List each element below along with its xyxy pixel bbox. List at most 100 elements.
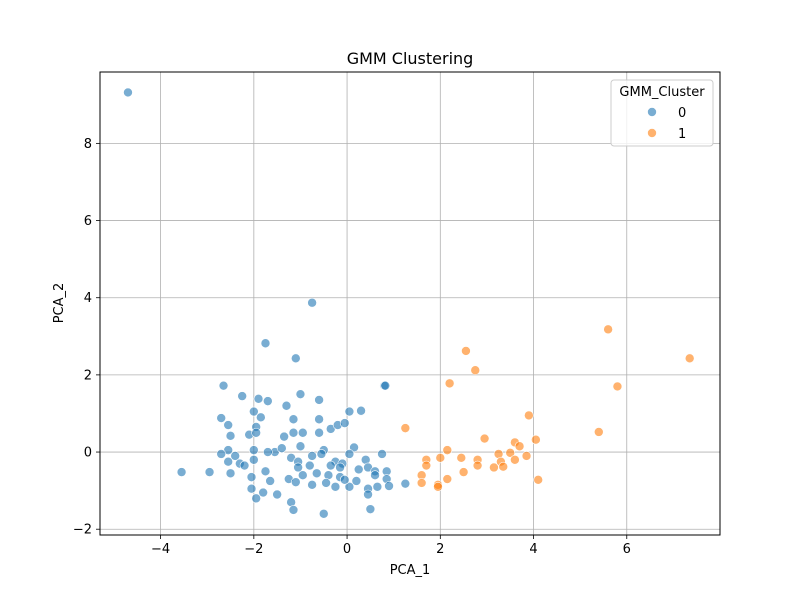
data-point-cluster-1 [442, 445, 453, 455]
data-point-cluster-0 [204, 467, 215, 477]
data-point-cluster-0 [290, 477, 301, 487]
data-point-cluster-1 [479, 433, 490, 444]
data-point-cluster-0 [293, 462, 303, 473]
data-point-cluster-1 [603, 324, 613, 335]
data-point-cluster-0 [251, 493, 261, 504]
data-point-cluster-1 [435, 453, 446, 463]
data-point-cluster-1 [531, 434, 541, 445]
data-point-cluster-0 [365, 504, 376, 514]
y-tick-label: 0 [84, 446, 92, 461]
data-point-cluster-1 [514, 441, 525, 452]
data-point-cluster-1 [612, 381, 623, 392]
y-tick-label: 4 [84, 291, 92, 306]
y-tick-label: −2 [73, 523, 92, 538]
data-point-cluster-0 [260, 338, 271, 349]
legend-box [610, 79, 714, 147]
data-point-cluster-0 [370, 470, 380, 480]
data-point-cluster-0 [318, 508, 329, 519]
data-point-cluster-0 [295, 389, 306, 399]
data-point-cluster-0 [256, 412, 266, 423]
data-point-cluster-1 [433, 481, 443, 492]
data-point-cluster-0 [297, 427, 308, 438]
data-point-cluster-0 [246, 483, 257, 494]
data-point-cluster-0 [272, 489, 282, 500]
data-point-cluster-0 [225, 431, 236, 441]
data-point-cluster-0 [314, 395, 324, 405]
data-point-cluster-1 [421, 460, 432, 471]
data-point-cluster-1 [684, 353, 695, 364]
data-point-cluster-0 [223, 456, 233, 467]
data-point-cluster-0 [249, 454, 259, 465]
x-tick-label: 6 [623, 542, 631, 557]
legend-title: GMM_Cluster [619, 85, 705, 100]
data-point-cluster-0 [307, 480, 317, 490]
data-point-cluster-0 [339, 418, 350, 428]
data-point-cluster-0 [339, 475, 350, 485]
data-point-cluster-1 [461, 346, 471, 356]
data-point-cluster-0 [344, 481, 355, 492]
data-point-cluster-0 [251, 427, 261, 438]
data-point-cluster-1 [458, 467, 469, 477]
data-point-cluster-1 [489, 462, 499, 473]
data-point-cluster-0 [295, 441, 306, 452]
data-points [123, 87, 695, 519]
data-point-cluster-1 [444, 378, 455, 389]
data-point-cluster-0 [314, 414, 324, 425]
legend-label-cluster-1: 1 [678, 127, 686, 142]
data-point-cluster-0 [216, 449, 227, 459]
data-point-cluster-0 [279, 431, 289, 442]
data-point-cluster-1 [524, 410, 534, 421]
data-point-cluster-0 [246, 472, 257, 482]
data-point-cluster-1 [416, 478, 427, 488]
legend: GMM_Cluster 0 1 [610, 79, 714, 147]
x-tick-label: 2 [436, 542, 444, 557]
data-point-cluster-0 [363, 489, 373, 500]
data-point-cluster-0 [218, 380, 229, 391]
data-point-cluster-0 [321, 478, 331, 488]
data-point-cluster-0 [288, 427, 299, 438]
data-point-cluster-0 [344, 449, 355, 459]
data-point-cluster-0 [277, 443, 287, 453]
axis-ticks: −4 −2 0 2 4 6 −2 0 2 4 6 8 [73, 137, 631, 557]
data-point-cluster-1 [521, 451, 532, 461]
data-point-cluster-0 [307, 451, 317, 461]
data-point-cluster-0 [297, 470, 308, 480]
data-point-cluster-1 [510, 454, 520, 465]
data-point-cluster-1 [498, 461, 509, 472]
data-point-cluster-0 [288, 505, 299, 515]
data-point-cluster-1 [400, 423, 411, 433]
y-tick-label: 6 [84, 214, 92, 229]
data-point-cluster-0 [258, 487, 268, 498]
data-point-cluster-0 [384, 481, 394, 491]
data-point-cluster-0 [237, 391, 247, 401]
data-point-cluster-0 [230, 451, 240, 461]
data-point-cluster-0 [335, 462, 345, 473]
data-point-cluster-0 [372, 481, 383, 492]
legend-marker-cluster-0 [647, 107, 657, 117]
data-point-cluster-1 [505, 448, 516, 458]
data-point-cluster-0 [253, 394, 264, 404]
data-point-cluster-0 [260, 466, 271, 477]
data-point-cluster-0 [225, 468, 236, 479]
grid [100, 72, 720, 535]
y-axis-label: PCA_2 [52, 283, 67, 324]
data-point-cluster-0 [311, 468, 322, 479]
data-point-cluster-0 [176, 467, 187, 477]
data-point-cluster-0 [344, 406, 355, 417]
data-point-cluster-0 [263, 396, 273, 406]
y-tick-label: 2 [84, 368, 92, 383]
data-point-cluster-0 [288, 414, 299, 425]
legend-marker-cluster-1 [647, 128, 657, 138]
data-point-cluster-1 [442, 474, 453, 484]
data-point-cluster-0 [304, 460, 315, 471]
data-point-cluster-0 [400, 478, 411, 489]
data-point-cluster-0 [356, 405, 366, 416]
data-point-cluster-0 [223, 420, 233, 430]
data-point-cluster-0 [314, 427, 324, 438]
x-tick-label: −2 [244, 542, 263, 557]
data-point-cluster-0 [380, 380, 391, 391]
data-point-cluster-0 [325, 460, 336, 471]
data-point-cluster-0 [265, 476, 275, 486]
plot-frame [99, 71, 721, 536]
